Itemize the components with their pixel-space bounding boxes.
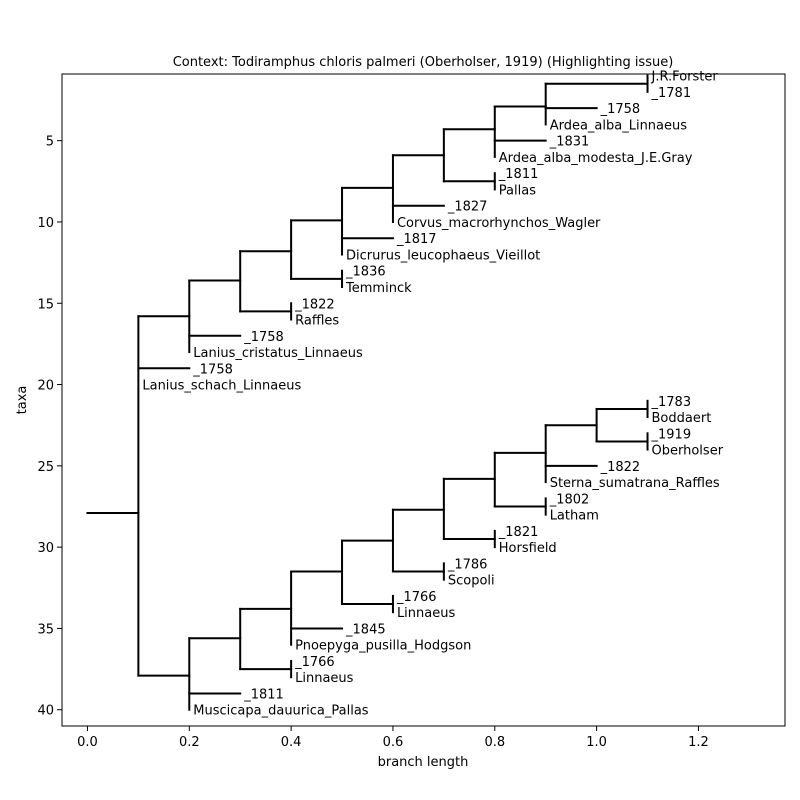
tip-label: Lanius_schach_Linnaeus bbox=[142, 379, 301, 394]
y-axis-label: taxa bbox=[15, 386, 30, 415]
tip-label: _1822 bbox=[294, 297, 335, 312]
tip-label: _1758 bbox=[600, 102, 641, 117]
tip-label: _1811 bbox=[498, 167, 539, 182]
tip-label: _1781 bbox=[651, 86, 692, 101]
tip-label: Sterna_sumatrana_Raffles bbox=[550, 476, 720, 491]
tip-label: Linnaeus bbox=[397, 606, 456, 621]
y-tick-label: 10 bbox=[37, 216, 54, 231]
y-tick-label: 5 bbox=[46, 135, 54, 150]
tip-label: _1827 bbox=[447, 200, 488, 215]
tip-label: _1786 bbox=[447, 557, 488, 572]
tip-label: Corvus_macrorhynchos_Wagler bbox=[397, 216, 601, 231]
x-tick-label: 1.2 bbox=[688, 735, 709, 750]
y-tick-label: 30 bbox=[37, 541, 54, 556]
tip-label: _1802 bbox=[549, 492, 590, 507]
tip-label: _1831 bbox=[549, 135, 590, 150]
tip-label: Lanius_cristatus_Linnaeus bbox=[193, 346, 363, 361]
tip-label: _1821 bbox=[498, 525, 539, 540]
y-tick-label: 15 bbox=[37, 297, 54, 312]
tip-label: Pnoepyga_pusilla_Hodgson bbox=[295, 639, 471, 654]
tip-label: _1766 bbox=[294, 655, 335, 670]
tip-label: _1836 bbox=[345, 265, 386, 280]
tip-label: _1758 bbox=[243, 330, 284, 345]
plot-frame bbox=[61, 73, 786, 727]
y-tick-label: 20 bbox=[37, 379, 54, 394]
tip-label: _1845 bbox=[345, 622, 386, 637]
tip-label: Pallas bbox=[499, 183, 536, 198]
tip-label: _1783 bbox=[651, 395, 692, 410]
x-tick-label: 0.2 bbox=[179, 735, 200, 750]
tip-label: _1758 bbox=[192, 362, 233, 377]
tip-label: _1811 bbox=[243, 687, 284, 702]
y-tick-label: 25 bbox=[37, 460, 54, 475]
chart-title: Context: Todiramphus chloris palmeri (Ob… bbox=[173, 55, 674, 70]
tip-label: _1817 bbox=[396, 232, 437, 247]
tip-labels: J.R.Forster_1781_1758Ardea_alba_Linnaeus… bbox=[142, 70, 723, 719]
tip-label: Horsfield bbox=[499, 541, 557, 556]
x-tick-label: 0.4 bbox=[281, 735, 302, 750]
y-tick-label: 35 bbox=[37, 622, 54, 637]
tip-label: J.R.Forster bbox=[651, 70, 719, 85]
tip-label: Muscicapa_dauurica_Pallas bbox=[193, 704, 368, 719]
tip-label: _1919 bbox=[651, 427, 692, 442]
tip-label: Oberholser bbox=[652, 444, 724, 459]
y-tick-label: 40 bbox=[37, 704, 54, 719]
x-tick-label: 0.0 bbox=[77, 735, 98, 750]
tree-branches bbox=[86, 74, 649, 711]
tip-label: Temminck bbox=[345, 281, 412, 296]
tip-label: Boddaert bbox=[652, 411, 712, 426]
x-tick-label: 0.6 bbox=[383, 735, 404, 750]
tip-label: Scopoli bbox=[448, 574, 495, 589]
tip-label: _1766 bbox=[396, 590, 437, 605]
tip-label: Ardea_alba_modesta_J.E.Gray bbox=[499, 151, 693, 166]
tip-label: Raffles bbox=[295, 314, 339, 329]
x-axis-label: branch length bbox=[378, 755, 469, 770]
tip-label: Latham bbox=[550, 509, 599, 524]
tip-label: Linnaeus bbox=[295, 671, 354, 686]
y-axis: 5 10 15 20 25 30 35 40 bbox=[37, 135, 62, 719]
x-tick-label: 1.0 bbox=[586, 735, 607, 750]
x-tick-label: 0.8 bbox=[484, 735, 505, 750]
x-axis: 0.0 0.2 0.4 0.6 0.8 1.0 1.2 bbox=[77, 726, 709, 750]
tip-label: Ardea_alba_Linnaeus bbox=[550, 118, 688, 133]
tip-label: _1822 bbox=[600, 460, 641, 475]
tip-label: Dicrurus_leucophaeus_Vieillot bbox=[346, 248, 540, 263]
